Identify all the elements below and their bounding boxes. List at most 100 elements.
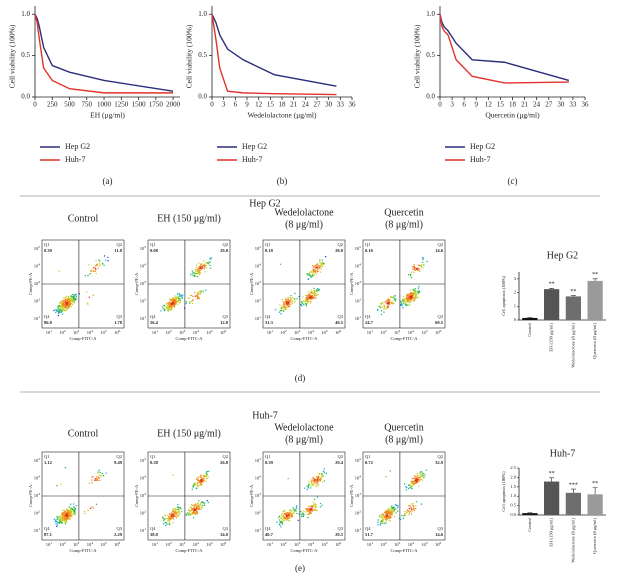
dot	[196, 502, 199, 505]
tick-base: 10	[34, 475, 39, 480]
dot	[415, 296, 418, 298]
dot	[314, 480, 317, 483]
dot	[187, 509, 190, 512]
y-tick-label: 103	[355, 280, 362, 286]
dot	[416, 293, 418, 295]
dot	[197, 505, 200, 507]
dot	[68, 518, 71, 520]
dot	[196, 295, 198, 297]
dot	[403, 297, 405, 299]
dot	[294, 508, 296, 510]
dot	[70, 503, 72, 505]
dot	[63, 514, 66, 516]
dot	[199, 272, 201, 274]
dot	[203, 266, 206, 268]
tick-exponent: 3	[184, 541, 186, 545]
dot	[312, 270, 315, 273]
dot	[71, 509, 73, 512]
tick-exponent: 3	[78, 329, 80, 333]
x-tick-label: 102	[380, 329, 387, 335]
tick-exponent: 2	[359, 297, 361, 301]
x-tick-label: 2000	[166, 101, 181, 109]
dot	[310, 294, 313, 297]
dot	[414, 299, 416, 302]
tick-exponent: 6	[340, 329, 342, 333]
dot	[60, 305, 63, 308]
dot	[203, 268, 206, 270]
dot	[384, 516, 387, 518]
dot	[322, 476, 325, 478]
dot	[69, 306, 71, 308]
dot	[409, 289, 412, 291]
x-tick-label: 18	[509, 101, 517, 109]
tick-exponent: 2	[64, 541, 66, 545]
dot	[396, 506, 399, 509]
panel-label: (b)	[277, 176, 288, 186]
dot	[64, 517, 66, 519]
dot	[417, 287, 420, 290]
dot	[289, 520, 291, 522]
dot	[169, 304, 171, 306]
quadrant-value: 14.6	[435, 532, 444, 537]
dot	[288, 517, 290, 519]
dot	[196, 293, 199, 295]
dot	[304, 487, 306, 489]
x-tick-label: 15	[497, 101, 505, 109]
dot	[75, 504, 78, 507]
dot	[208, 470, 210, 473]
dot	[190, 294, 193, 297]
tick-exponent: 5	[211, 541, 213, 545]
dot	[380, 313, 383, 316]
dot	[56, 521, 58, 523]
plot-title: (8 μg/ml)	[385, 434, 423, 445]
dot	[322, 470, 325, 472]
dot	[413, 477, 415, 480]
tick-base: 10	[255, 246, 260, 251]
dot	[312, 264, 314, 267]
x-axis-label: EH (μg/ml)	[90, 111, 125, 120]
x-tick-label: 102	[165, 329, 172, 335]
dot	[196, 292, 199, 294]
y-tick-label: 2	[514, 290, 516, 295]
dot	[60, 311, 62, 313]
dot	[64, 307, 66, 309]
dot	[408, 299, 410, 302]
dot	[408, 512, 411, 514]
dot	[387, 512, 389, 514]
tick-base: 10	[34, 263, 39, 268]
dot	[168, 523, 170, 525]
dot	[92, 475, 94, 478]
dot	[176, 509, 178, 511]
dot	[199, 502, 202, 504]
dot	[195, 506, 197, 509]
dot	[312, 289, 315, 292]
dot	[194, 291, 196, 294]
tick-base: 10	[114, 330, 119, 335]
dot	[173, 518, 175, 520]
dot	[65, 303, 67, 305]
dot	[73, 302, 75, 304]
dot	[422, 472, 425, 475]
section-title: Hep G2	[249, 198, 280, 209]
quadrant-name: Q4	[44, 526, 50, 531]
dot	[172, 304, 174, 307]
dot	[203, 475, 205, 477]
quadrant-name: Q2	[438, 242, 444, 247]
dot	[402, 517, 405, 519]
dot	[397, 510, 399, 512]
y-tick-label: 103	[140, 492, 147, 498]
dot	[191, 507, 193, 510]
dot	[174, 300, 177, 303]
series-line	[211, 13, 337, 87]
dot	[319, 265, 322, 268]
dot	[417, 291, 420, 294]
tick-base: 10	[193, 330, 198, 335]
dot	[403, 483, 406, 485]
dot	[406, 486, 408, 489]
dot	[379, 306, 382, 308]
dot	[194, 512, 197, 515]
quadrant-name: Q4	[44, 314, 50, 319]
dot	[197, 296, 200, 298]
dot	[206, 262, 209, 264]
dot	[284, 301, 286, 304]
